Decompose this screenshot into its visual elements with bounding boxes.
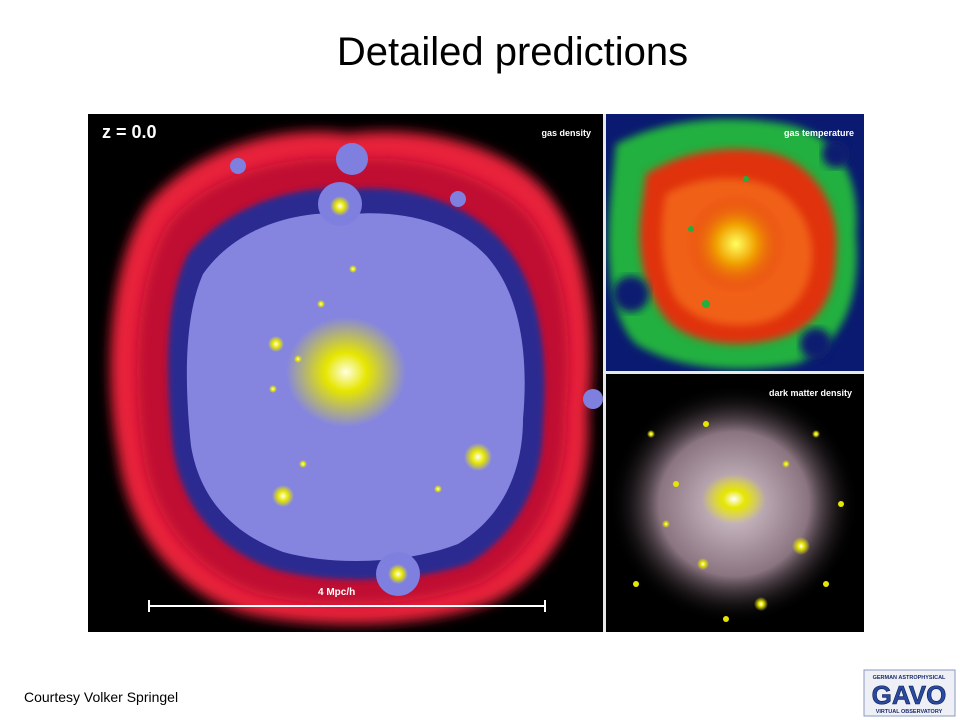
dark-matter-image (606, 374, 864, 632)
redshift-label: z = 0.0 (102, 122, 157, 142)
dark-matter-panel: dark matter density (606, 374, 864, 632)
gas-density-panel: z = 0.0 gas density 4 Mpc/h (88, 114, 603, 632)
gavo-logo: GERMAN ASTROPHYSICAL GAVO VIRTUAL OBSERV… (863, 669, 956, 717)
panel-divider-vertical (603, 114, 606, 632)
panel-divider-horizontal (606, 371, 864, 374)
slide-title: Detailed predictions (336, 30, 689, 74)
gavo-logo-image: GERMAN ASTROPHYSICAL GAVO VIRTUAL OBSERV… (863, 669, 956, 717)
credit-text: Courtesy Volker Springel (24, 689, 179, 705)
scale-bar-label: 4 Mpc/h (318, 587, 356, 598)
svg-text:VIRTUAL OBSERVATORY: VIRTUAL OBSERVATORY (876, 709, 943, 715)
svg-text:GAVO: GAVO (872, 680, 947, 710)
gas-density-image (88, 114, 603, 632)
gas-temperature-image (606, 114, 864, 371)
gas-density-label: gas density (541, 128, 591, 138)
dark-matter-label: dark matter density (768, 388, 852, 398)
gas-temperature-label: gas temperature (783, 128, 854, 138)
gas-temperature-panel: gas temperature (606, 114, 864, 371)
svg-text:GERMAN ASTROPHYSICAL: GERMAN ASTROPHYSICAL (873, 675, 946, 681)
